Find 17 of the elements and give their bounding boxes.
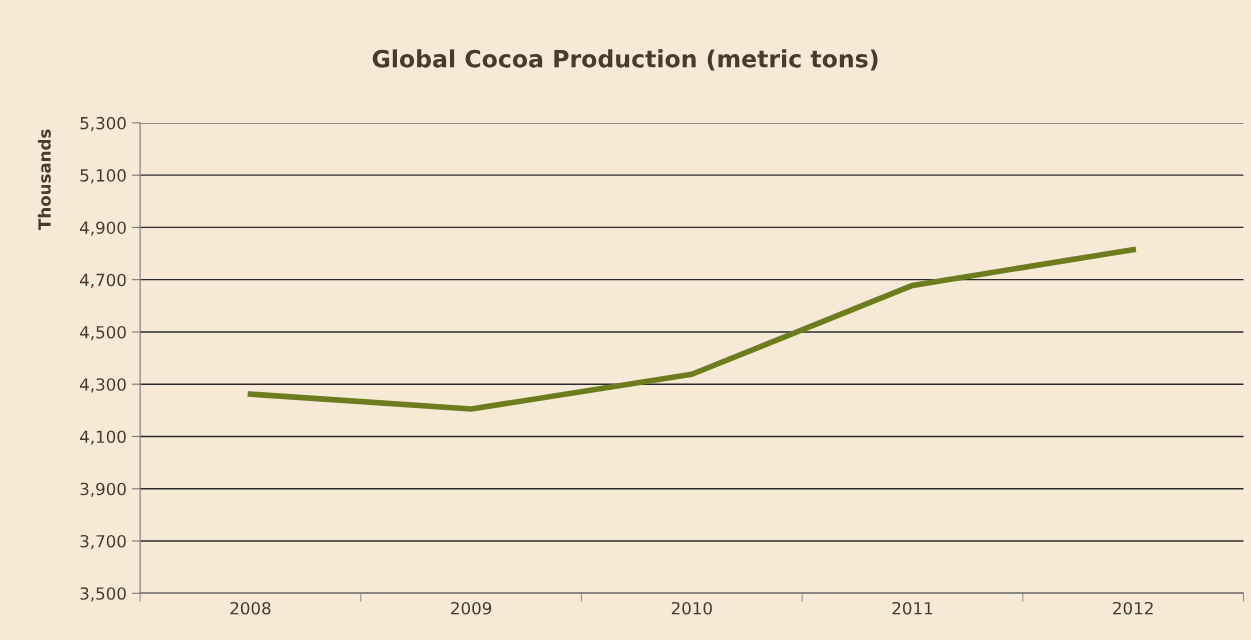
x-tick-label: 2009 (451, 601, 492, 615)
x-tick-label: 2012 (1113, 601, 1153, 615)
y-axis-title: Thousands (37, 129, 51, 230)
y-tick-label: 4,900 (80, 221, 126, 236)
y-tick-label: 4,300 (80, 378, 126, 393)
x-tick-label: 2011 (892, 601, 933, 615)
x-tick-label: 2010 (671, 601, 712, 615)
y-tick-label: 5,100 (80, 169, 126, 184)
y-tick-label: 3,500 (80, 587, 126, 602)
y-tick-label: 5,300 (80, 116, 126, 132)
chart-title: Global Cocoa Production (metric tons) (372, 49, 878, 71)
x-tick-label: 2008 (230, 601, 271, 615)
y-tick-label: 4,100 (80, 430, 126, 445)
y-tick-label: 4,500 (80, 325, 126, 341)
y-tick-label: 4,700 (80, 273, 126, 288)
y-tick-label: 3,700 (80, 534, 126, 550)
y-tick-label: 3,900 (80, 482, 126, 498)
